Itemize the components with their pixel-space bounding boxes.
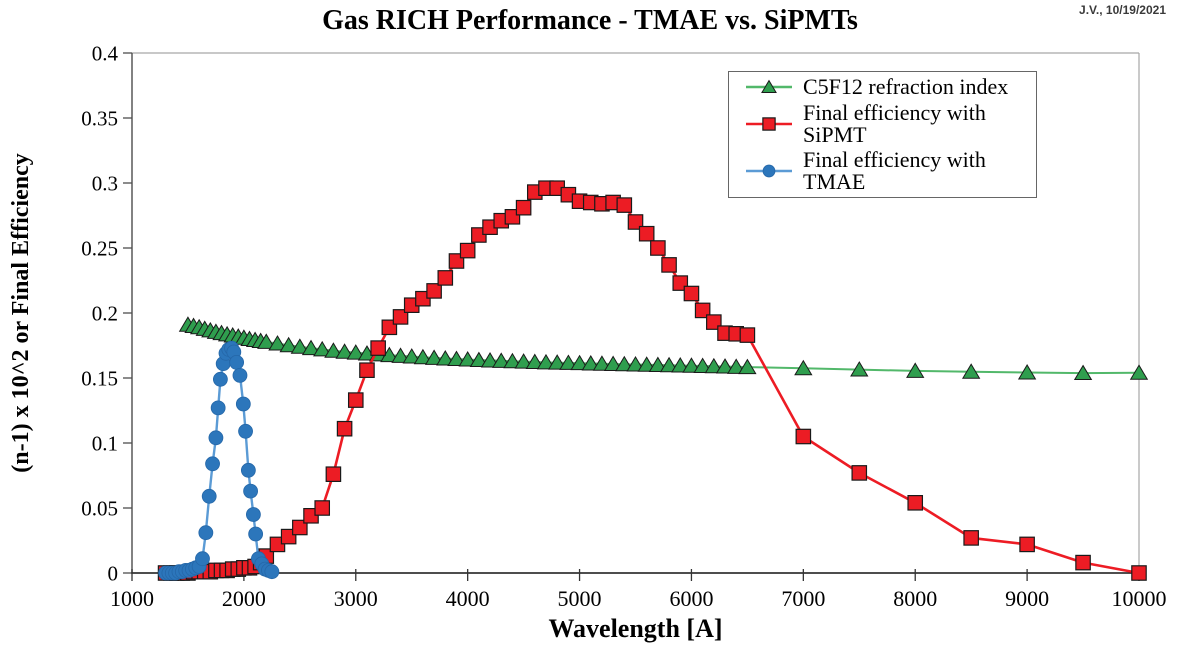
x-tick-label: 6000 — [669, 586, 713, 611]
legend-item-tmae: Final efficiency with TMAE — [744, 149, 1036, 193]
x-axis-label: Wavelength [A] — [548, 614, 723, 643]
y-tick-label: 0.1 — [92, 432, 118, 456]
y-tick-label: 0.05 — [81, 497, 118, 521]
y-tick-label: 0.3 — [92, 172, 118, 196]
y-axis-label: (n-1) x 10^2 or Final Efficiency — [8, 153, 34, 473]
author-date-annotation: J.V., 10/19/2021 — [1079, 3, 1166, 17]
x-tick-label: 9000 — [1005, 586, 1049, 611]
y-tick-label: 0 — [108, 562, 119, 586]
legend-label-tmae: Final efficiency with TMAE — [803, 147, 986, 195]
x-tick-label: 4000 — [446, 586, 490, 611]
x-tick-label: 8000 — [893, 586, 937, 611]
legend-item-sipmt: Final efficiency with SiPMT — [744, 99, 1036, 147]
y-tick-label: 0.2 — [92, 302, 118, 326]
y-tick-label: 0.25 — [81, 237, 118, 261]
series-circle — [158, 340, 280, 581]
square-marker-icon — [746, 116, 792, 131]
x-tick-label: 1000 — [110, 586, 154, 611]
x-tick-label: 2000 — [222, 586, 266, 611]
y-axis-ticks: 0 0.05 0.1 0.15 0.2 0.25 0.3 0.35 0.4 — [81, 42, 132, 586]
y-tick-label: 0.15 — [81, 367, 118, 391]
x-tick-label: 3000 — [334, 586, 378, 611]
legend-label-sipmt: Final efficiency with SiPMT — [803, 99, 986, 147]
plot-frame — [131, 52, 1140, 574]
y-tick-label: 0.35 — [81, 107, 118, 131]
triangle-marker-icon — [746, 79, 792, 93]
y-tick-label: 0.4 — [92, 42, 119, 66]
legend: C5F12 refraction index Final efficiency … — [728, 71, 1037, 198]
series-triangle — [178, 316, 1149, 381]
legend-item-c5f12: C5F12 refraction index — [744, 73, 1036, 99]
x-tick-label: 5000 — [558, 586, 602, 611]
series-square — [157, 180, 1147, 581]
chart-title: Gas RICH Performance - TMAE vs. SiPMTs — [322, 5, 858, 36]
x-tick-label: 7000 — [781, 586, 825, 611]
legend-label-c5f12: C5F12 refraction index — [803, 73, 1009, 99]
circle-marker-icon — [746, 164, 792, 178]
x-tick-label: 10000 — [1112, 586, 1167, 611]
x-axis-ticks: 1000 2000 3000 4000 5000 6000 7000 8000 9000 1000… — [110, 569, 1167, 611]
